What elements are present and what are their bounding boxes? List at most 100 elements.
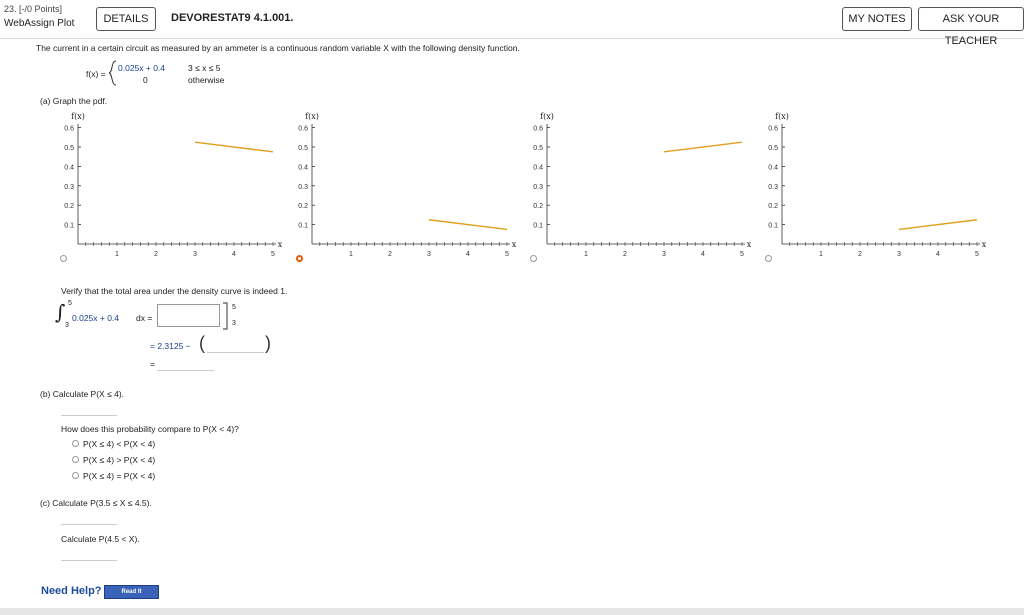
my-notes-button[interactable]: MY NOTES	[842, 7, 912, 31]
x-tick-label: 2	[858, 251, 862, 258]
integrand: 0.025x + 0.4	[72, 313, 120, 323]
y-tick-label: 0.6	[298, 126, 308, 133]
part-b-input[interactable]	[61, 401, 117, 416]
part-c-label-2: Calculate P(4.5 < X).	[61, 534, 140, 544]
piece1-condition: 3 ≤ x ≤ 5	[188, 63, 221, 73]
graph-radio-3[interactable]	[530, 255, 537, 262]
y-tick-label: 0.2	[533, 203, 543, 210]
y-tick-label: 0.4	[64, 164, 74, 171]
y-tick-label: 0.5	[533, 145, 543, 152]
choice-radio-1[interactable]	[72, 440, 79, 447]
x-tick-label: 4	[701, 251, 705, 258]
integral-lower-limit: 3	[65, 322, 69, 329]
need-help-label: Need Help?	[41, 585, 102, 597]
antiderivative-input[interactable]	[157, 304, 220, 327]
x-tick-label: 1	[115, 251, 119, 258]
evaluation-value: = 2.3125 −	[150, 341, 191, 351]
widget-title: WebAssign Plot	[4, 18, 75, 29]
x-tick-label: 4	[936, 251, 940, 258]
choice-label-3: P(X ≤ 4) = P(X < 4)	[83, 471, 156, 481]
graph-radio-2[interactable]	[296, 255, 303, 262]
evaluation-bracket-icon	[223, 302, 228, 330]
graph-radio-4[interactable]	[765, 255, 772, 262]
graph-option-1[interactable]: f(x) 0.1 0.2 0.3 0.4 0.5 0.6 x 1 2 3 4 5	[52, 110, 282, 260]
y-tick-label: 0.1	[533, 223, 543, 230]
question-number: 23. [-/0 Points]	[4, 4, 63, 14]
part-c-input-2[interactable]	[61, 546, 117, 561]
x-tick-label: 1	[584, 251, 588, 258]
y-tick-label: 0.3	[768, 184, 778, 191]
x-axis-label: x	[747, 240, 751, 249]
eval-upper-limit: 5	[232, 304, 236, 311]
part-c-input-1[interactable]	[61, 510, 117, 525]
y-tick-label: 0.2	[64, 203, 74, 210]
x-tick-label: 1	[349, 251, 353, 258]
verify-text: Verify that the total area under the den…	[61, 286, 288, 296]
x-tick-label: 3	[193, 251, 197, 258]
graph-option-2[interactable]: f(x) 0.1 0.2 0.3 0.4 0.5 0.6 x 1 2 3 4 5	[286, 110, 516, 260]
x-tick-label: 5	[975, 251, 979, 258]
total-area-input[interactable]	[157, 356, 214, 371]
x-tick-label: 4	[466, 251, 470, 258]
piecewise-brace	[108, 60, 117, 86]
y-tick-label: 0.4	[768, 164, 778, 171]
y-tick-label: 0.3	[298, 184, 308, 191]
y-tick-label: 0.1	[768, 223, 778, 230]
pdf-line-segment	[194, 141, 274, 153]
fx-label: f(x) =	[86, 69, 106, 79]
x-tick-label: 2	[154, 251, 158, 258]
y-tick-label: 0.3	[533, 184, 543, 191]
x-tick-label: 2	[388, 251, 392, 258]
pdf-line-segment	[428, 219, 508, 231]
piece2-expression: 0	[143, 75, 148, 85]
choice-label-2: P(X ≤ 4) > P(X < 4)	[83, 455, 156, 465]
y-tick-label: 0.1	[64, 223, 74, 230]
x-tick-label: 3	[897, 251, 901, 258]
graph-radio-1[interactable]	[60, 255, 67, 262]
y-tick-label: 0.5	[298, 145, 308, 152]
part-b-label: (b) Calculate P(X ≤ 4).	[40, 389, 125, 399]
lower-eval-input[interactable]	[207, 338, 264, 353]
read-it-button[interactable]: Read It	[104, 585, 159, 599]
y-tick-label: 0.5	[768, 145, 778, 152]
pdf-line-segment	[898, 219, 978, 231]
x-tick-label: 5	[271, 251, 275, 258]
y-tick-label: 0.3	[64, 184, 74, 191]
piece2-condition: otherwise	[188, 75, 225, 85]
x-axis-label: x	[278, 240, 282, 249]
x-tick-label: 4	[232, 251, 236, 258]
right-paren-icon: )	[265, 333, 271, 353]
piece1-expression: 0.025x + 0.4	[118, 63, 166, 73]
x-axis-label: x	[982, 240, 986, 249]
x-tick-label: 3	[662, 251, 666, 258]
integral-dx: dx =	[136, 313, 153, 323]
y-tick-label: 0.1	[298, 223, 308, 230]
choice-radio-2[interactable]	[72, 456, 79, 463]
y-tick-label: 0.2	[298, 203, 308, 210]
equals-sign: =	[150, 359, 155, 369]
y-tick-label: 0.6	[768, 126, 778, 133]
y-axis-label: f(x)	[540, 112, 554, 121]
choice-label-1: P(X ≤ 4) < P(X < 4)	[83, 439, 156, 449]
pdf-line-segment	[663, 141, 743, 153]
details-button[interactable]: DETAILS	[96, 7, 156, 31]
y-axis-label: f(x)	[71, 112, 85, 121]
problem-intro: The current in a certain circuit as meas…	[36, 43, 520, 53]
y-tick-label: 0.6	[533, 126, 543, 133]
left-paren-icon: (	[199, 333, 205, 353]
graph-option-3[interactable]: f(x) 0.1 0.2 0.3 0.4 0.5 0.6 x 1 2 3 4 5	[521, 110, 751, 260]
bottom-scrollbar[interactable]	[0, 608, 1024, 615]
eval-lower-limit: 3	[232, 320, 236, 327]
integral-sign-icon: ∫	[55, 300, 66, 324]
y-tick-label: 0.4	[298, 164, 308, 171]
choice-radio-3[interactable]	[72, 472, 79, 479]
part-c-label: (c) Calculate P(3.5 ≤ X ≤ 4.5).	[40, 498, 152, 508]
y-axis-label: f(x)	[305, 112, 319, 121]
x-tick-label: 3	[427, 251, 431, 258]
integral-upper-limit: 5	[68, 300, 72, 307]
compare-question: How does this probability compare to P(X…	[61, 424, 239, 434]
y-axis-label: f(x)	[775, 112, 789, 121]
x-tick-label: 5	[505, 251, 509, 258]
ask-teacher-button[interactable]: ASK YOUR TEACHER	[918, 7, 1024, 47]
graph-option-4[interactable]: f(x) 0.1 0.2 0.3 0.4 0.5 0.6 x 1 2 3 4 5	[756, 110, 986, 260]
